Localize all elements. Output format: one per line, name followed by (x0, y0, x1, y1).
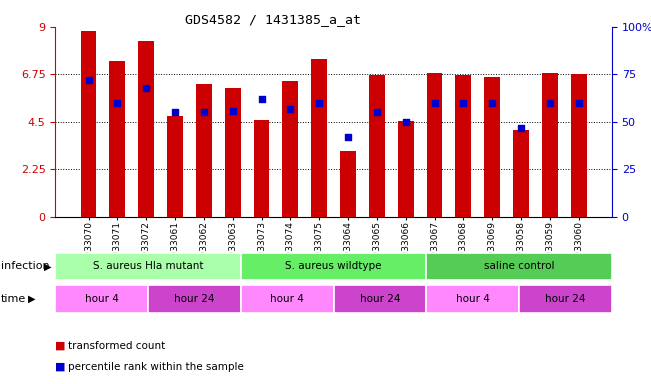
Bar (542, 73, 558, 217)
Point (170, 109, 180, 116)
Text: saline control: saline control (484, 262, 555, 271)
Point (227, 108, 238, 114)
Point (83, 77, 94, 83)
Text: transformed count: transformed count (68, 341, 165, 351)
Text: hour 24: hour 24 (174, 294, 215, 304)
Point (372, 109, 382, 116)
Text: hour 4: hour 4 (85, 294, 118, 304)
Text: time: time (1, 294, 26, 304)
Point (487, 100, 497, 106)
Bar (254, 120, 270, 217)
Point (285, 106, 296, 112)
Point (199, 109, 209, 116)
Bar (571, 74, 587, 217)
Bar (283, 81, 298, 217)
Bar (109, 61, 126, 217)
Text: S. aureus Hla mutant: S. aureus Hla mutant (93, 262, 203, 271)
Bar (426, 73, 443, 217)
Bar (340, 152, 356, 217)
Point (141, 84, 152, 91)
Bar (311, 59, 327, 217)
Point (112, 100, 122, 106)
Point (400, 119, 411, 125)
Text: ■: ■ (55, 362, 66, 372)
Point (256, 96, 267, 102)
Text: S. aureus wildtype: S. aureus wildtype (285, 262, 382, 271)
Text: infection: infection (1, 262, 49, 271)
Point (545, 100, 555, 106)
Bar (456, 76, 471, 217)
Point (516, 124, 526, 131)
Text: GDS4582 / 1431385_a_at: GDS4582 / 1431385_a_at (186, 13, 361, 26)
Point (343, 134, 353, 140)
Point (314, 100, 324, 106)
Text: hour 4: hour 4 (456, 294, 490, 304)
Text: hour 4: hour 4 (270, 294, 304, 304)
Bar (81, 31, 96, 217)
Bar (138, 41, 154, 217)
Text: hour 24: hour 24 (360, 294, 400, 304)
Text: ▶: ▶ (28, 294, 36, 304)
Bar (484, 76, 500, 217)
Bar (225, 88, 241, 217)
Text: ■: ■ (55, 341, 66, 351)
Point (574, 100, 584, 106)
Point (430, 100, 440, 106)
Bar (369, 76, 385, 217)
Text: hour 24: hour 24 (546, 294, 586, 304)
Bar (398, 121, 413, 217)
Point (458, 100, 469, 106)
Text: ▶: ▶ (44, 262, 51, 271)
Bar (167, 116, 183, 217)
Text: percentile rank within the sample: percentile rank within the sample (68, 362, 244, 372)
Bar (196, 84, 212, 217)
Bar (513, 131, 529, 217)
